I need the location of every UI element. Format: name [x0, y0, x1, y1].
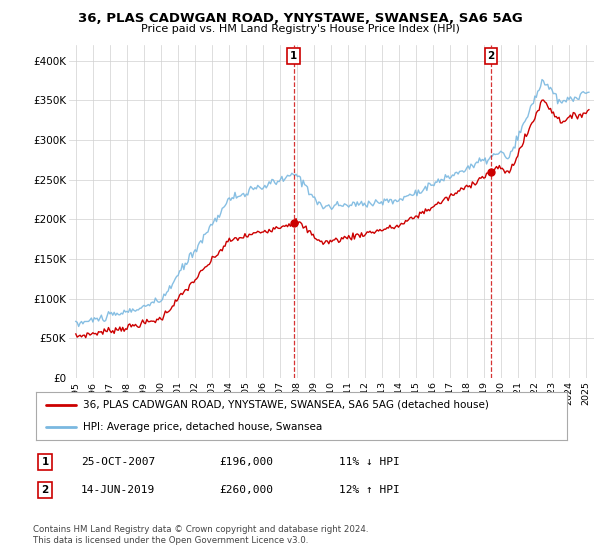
Text: 1: 1: [290, 51, 297, 61]
Text: 36, PLAS CADWGAN ROAD, YNYSTAWE, SWANSEA, SA6 5AG (detached house): 36, PLAS CADWGAN ROAD, YNYSTAWE, SWANSEA…: [83, 400, 488, 410]
Text: 25-OCT-2007: 25-OCT-2007: [81, 457, 155, 467]
Text: £196,000: £196,000: [219, 457, 273, 467]
Text: 2: 2: [488, 51, 495, 61]
Text: 12% ↑ HPI: 12% ↑ HPI: [339, 485, 400, 495]
Text: 36, PLAS CADWGAN ROAD, YNYSTAWE, SWANSEA, SA6 5AG: 36, PLAS CADWGAN ROAD, YNYSTAWE, SWANSEA…: [77, 12, 523, 25]
Text: Price paid vs. HM Land Registry's House Price Index (HPI): Price paid vs. HM Land Registry's House …: [140, 24, 460, 34]
Text: 11% ↓ HPI: 11% ↓ HPI: [339, 457, 400, 467]
Text: Contains HM Land Registry data © Crown copyright and database right 2024.
This d: Contains HM Land Registry data © Crown c…: [33, 525, 368, 545]
Text: 2: 2: [41, 485, 49, 495]
Text: 14-JUN-2019: 14-JUN-2019: [81, 485, 155, 495]
Text: £260,000: £260,000: [219, 485, 273, 495]
Text: HPI: Average price, detached house, Swansea: HPI: Average price, detached house, Swan…: [83, 422, 322, 432]
Text: 1: 1: [41, 457, 49, 467]
